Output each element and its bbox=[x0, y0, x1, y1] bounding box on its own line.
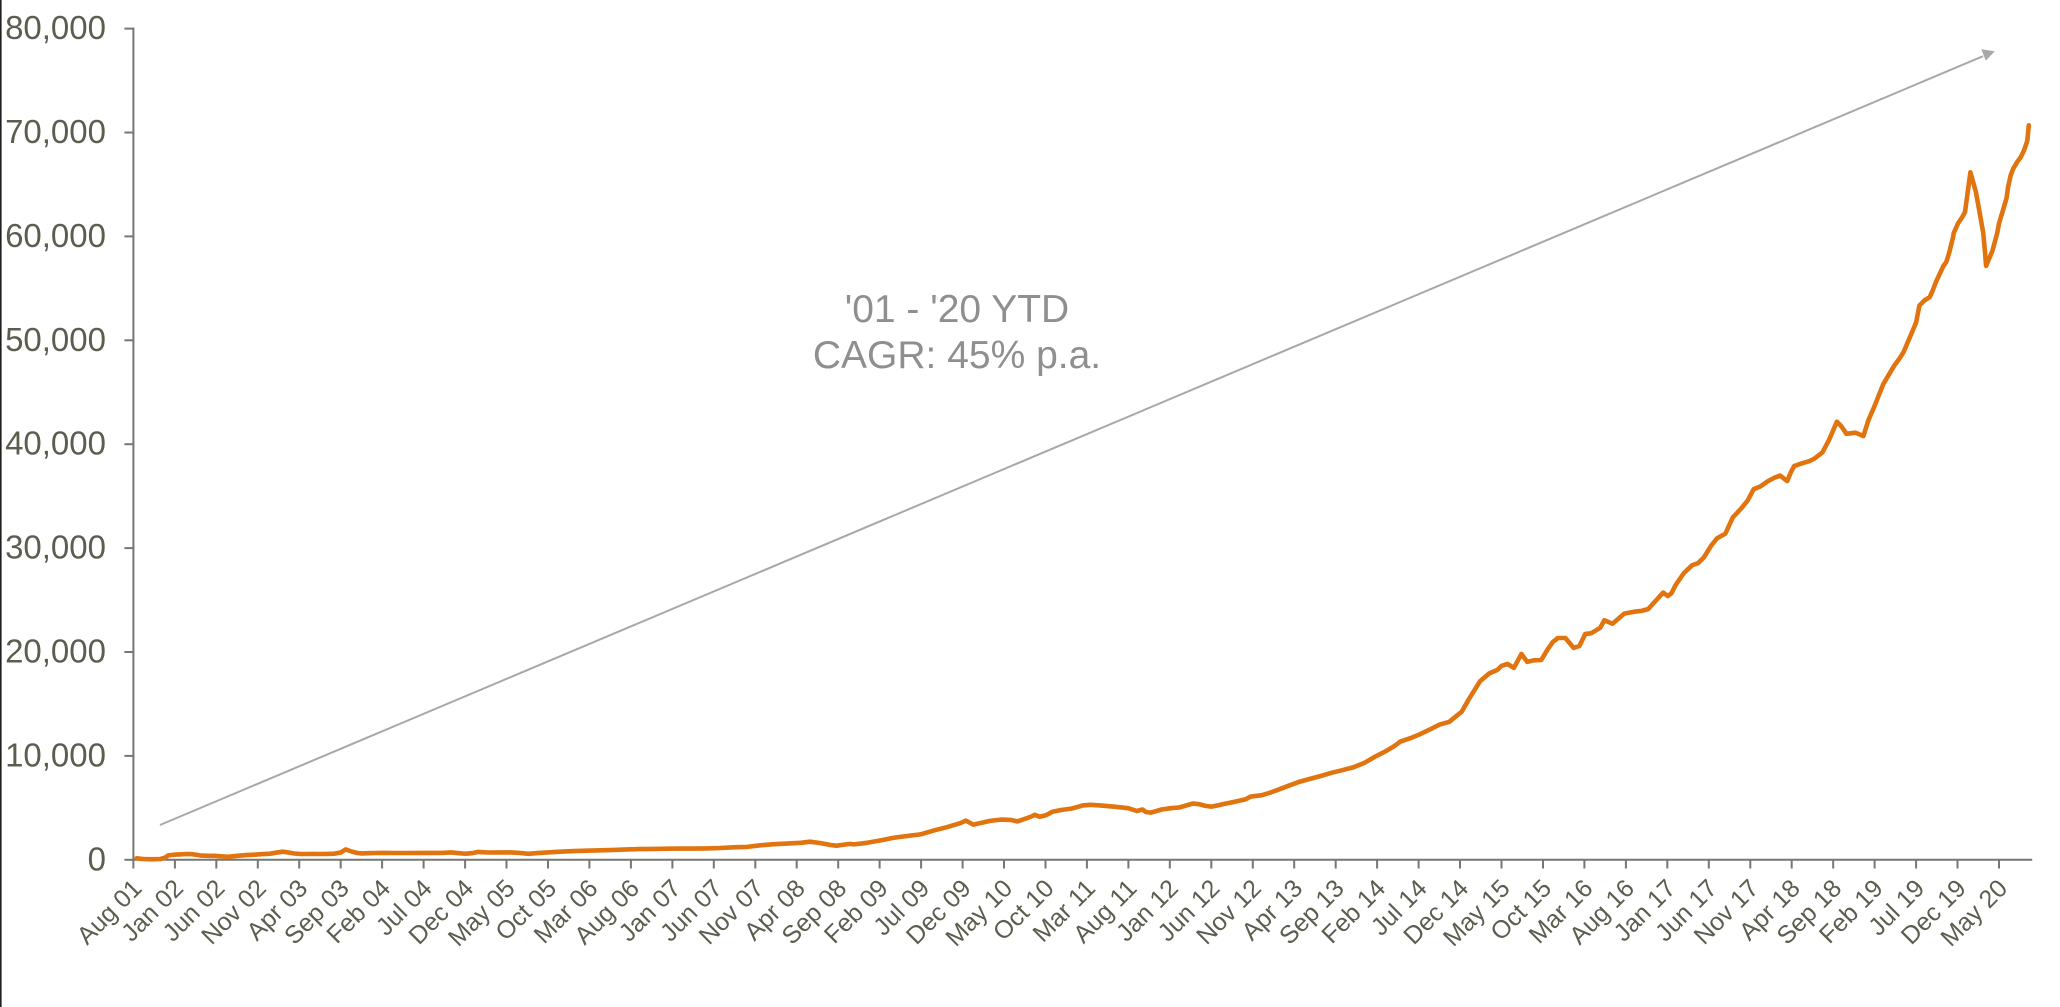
svg-text:CAGR: 45% p.a.: CAGR: 45% p.a. bbox=[813, 334, 1101, 377]
svg-text:40,000: 40,000 bbox=[5, 425, 106, 462]
svg-text:'01 - '20 YTD: '01 - '20 YTD bbox=[845, 288, 1069, 331]
svg-text:30,000: 30,000 bbox=[5, 529, 106, 566]
svg-text:60,000: 60,000 bbox=[5, 217, 106, 254]
svg-text:10,000: 10,000 bbox=[5, 736, 106, 773]
svg-text:20,000: 20,000 bbox=[5, 633, 106, 670]
svg-text:70,000: 70,000 bbox=[5, 113, 106, 150]
svg-text:0: 0 bbox=[88, 840, 106, 877]
svg-text:50,000: 50,000 bbox=[5, 321, 106, 358]
svg-text:80,000: 80,000 bbox=[5, 9, 106, 46]
